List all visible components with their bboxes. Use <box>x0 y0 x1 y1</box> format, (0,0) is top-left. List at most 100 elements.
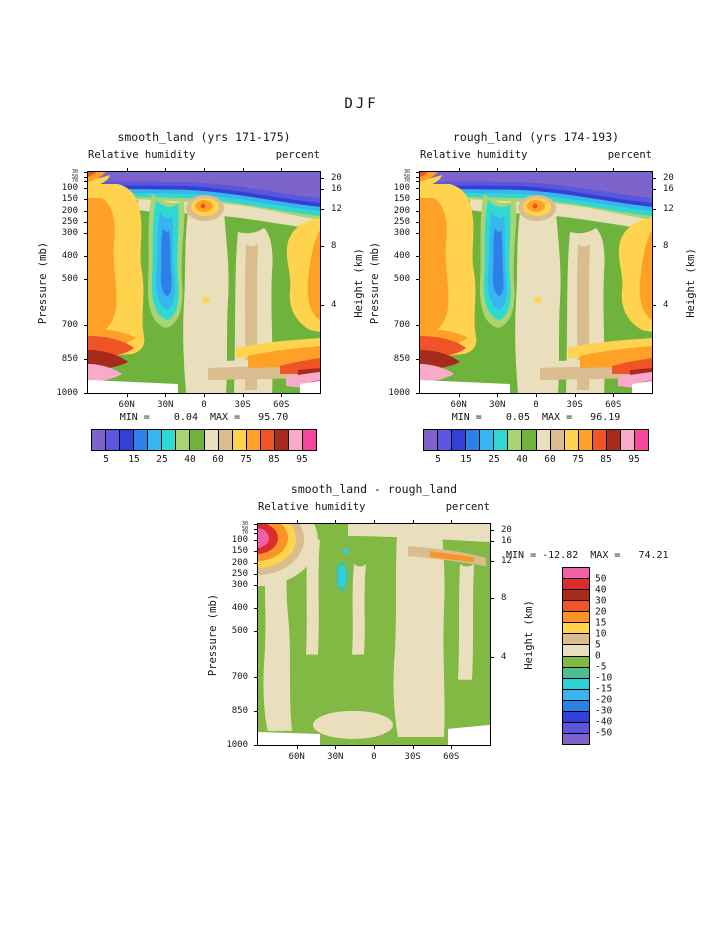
tick-label: 12 <box>331 204 342 215</box>
tick-label: 200 <box>61 205 78 216</box>
colorbar-segment <box>535 430 550 450</box>
colorbar-segment <box>217 430 232 450</box>
tick-label: 20 <box>331 172 342 183</box>
contour-plot-smooth-land <box>87 171 321 394</box>
subtitle-variable: Relative humidity <box>420 149 528 161</box>
latitude-axis-ticks: 60N 30N 0 30S 60S <box>258 745 490 763</box>
tick-label: 60N <box>118 400 135 410</box>
tick-mark <box>416 222 420 224</box>
tick-mark <box>335 745 337 749</box>
colorbar-label: 40 <box>184 454 196 465</box>
colorbar-label: 20 <box>595 606 607 618</box>
tick-mark <box>416 199 420 201</box>
tick-mark <box>84 176 88 178</box>
colorbar-segment <box>563 600 589 612</box>
tick-mark <box>84 256 88 258</box>
tick-label: 60N <box>450 400 467 410</box>
minmax-label: MIN = 0.04 MAX = 95.70 <box>119 412 289 423</box>
colorbar-segment <box>563 578 589 590</box>
colorbar-label: -15 <box>595 683 613 695</box>
tick-mark <box>320 305 324 307</box>
colorbar-label: 95 <box>296 454 308 465</box>
tick-mark <box>84 393 88 394</box>
tick-label: 12 <box>501 556 512 567</box>
tick-mark <box>296 745 298 749</box>
colorbar-segment <box>175 430 190 450</box>
tick-label: 50 <box>71 173 78 180</box>
colorbar-segment <box>577 430 592 450</box>
tick-mark <box>320 246 324 248</box>
tick-mark <box>254 710 258 712</box>
subtitle-units: percent <box>275 149 320 161</box>
tick-label: 20 <box>663 172 674 183</box>
tick-mark <box>242 393 244 397</box>
colorbar-label: 50 <box>595 573 607 585</box>
tick-label: 50 <box>241 525 248 532</box>
colorbar-segment <box>605 430 620 450</box>
tick-mark <box>490 561 494 563</box>
colorbar-segment <box>549 430 564 450</box>
tick-label: 100 <box>393 182 410 193</box>
tick-label: 30N <box>489 400 506 410</box>
colorbar-label: 5 <box>595 639 601 651</box>
tick-label: 70 <box>403 178 410 185</box>
tick-label: 30S <box>234 400 251 410</box>
tick-mark <box>412 745 414 749</box>
colorbar-label: 15 <box>595 617 607 629</box>
tick-mark <box>451 520 453 524</box>
pressure-axis-ticks: 30 50 70 100 150 200 250 300 400 500 700 850 1000 <box>380 169 420 398</box>
colorbar-rh <box>423 429 649 451</box>
colorbar-label: 5 <box>103 454 109 465</box>
colorbar-rh <box>91 429 317 451</box>
tick-label: 150 <box>61 194 78 205</box>
tick-label: 150 <box>393 194 410 205</box>
panel-rough-land: rough_land (yrs 174-193) Relative humidi… <box>368 130 700 472</box>
colorbar-segment <box>507 430 522 450</box>
panel-subtitle: Relative humidity percent <box>88 149 320 161</box>
tick-label: 20 <box>501 524 512 535</box>
tick-mark <box>296 520 298 524</box>
tick-label: 150 <box>231 546 248 557</box>
colorbar-segment <box>563 710 589 722</box>
tick-mark <box>165 168 167 172</box>
tick-label: 4 <box>501 652 507 663</box>
panel-smooth-land: smooth_land (yrs 171-175) Relative humid… <box>36 130 368 472</box>
tick-mark <box>320 188 324 190</box>
colorbar-segment <box>92 430 106 450</box>
colorbar-label: 60 <box>212 454 224 465</box>
tick-label: 850 <box>231 705 248 716</box>
contour-plot-difference <box>257 523 491 746</box>
colorbar-segment <box>563 589 589 601</box>
tick-mark <box>281 393 283 397</box>
tick-mark <box>254 608 258 610</box>
tick-mark <box>416 172 420 173</box>
colorbar-label: 15 <box>128 454 140 465</box>
pressure-axis-ticks: 30 50 70 100 150 200 250 300 400 500 700 850 1000 <box>48 169 88 398</box>
tick-mark <box>84 279 88 281</box>
pressure-axis-ticks: 30 50 70 100 150 200 250 300 400 500 700 850 1000 <box>218 521 258 750</box>
colorbar-segment <box>451 430 466 450</box>
tick-mark <box>254 585 258 587</box>
latitude-axis-ticks: 60N 30N 0 30S 60S <box>420 393 652 411</box>
tick-label: 850 <box>393 353 410 364</box>
tick-mark <box>412 520 414 524</box>
tick-mark <box>254 524 258 525</box>
tick-mark <box>254 574 258 576</box>
colorbar-segment <box>493 430 508 450</box>
colorbar-label: 60 <box>544 454 556 465</box>
tick-mark <box>84 187 88 189</box>
colorbar-segment <box>465 430 480 450</box>
height-axis-ticks: 20 16 12 8 4 <box>490 524 528 745</box>
colorbar-label: 85 <box>268 454 280 465</box>
tick-label: 30N <box>157 400 174 410</box>
tick-label: 500 <box>393 274 410 285</box>
tick-label: 30 <box>403 169 410 175</box>
tick-mark <box>652 177 656 179</box>
tick-label: 300 <box>231 580 248 591</box>
tick-label: 400 <box>61 251 78 262</box>
tick-mark <box>416 324 420 326</box>
tick-mark <box>652 305 656 307</box>
tick-mark <box>416 256 420 258</box>
subtitle-variable: Relative humidity <box>88 149 196 161</box>
colorbar-segment <box>147 430 162 450</box>
